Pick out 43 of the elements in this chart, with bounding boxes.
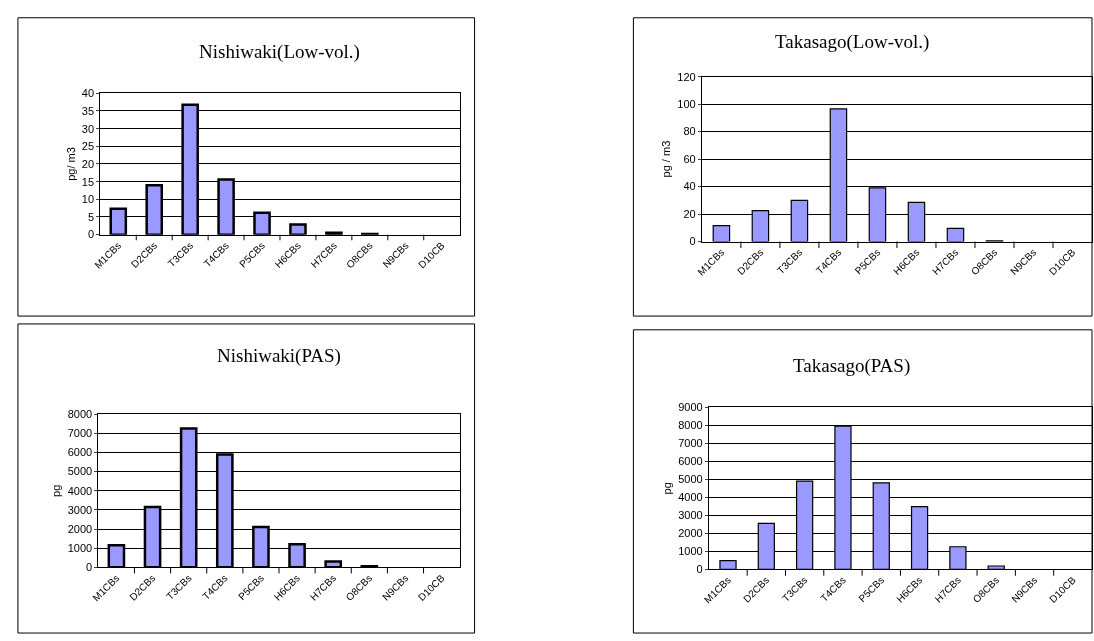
y-tick-label: 7000 bbox=[67, 427, 93, 440]
y-tick-label: 20 bbox=[81, 157, 95, 170]
y-tick-label: 6000 bbox=[678, 455, 703, 468]
y-tick-label: 0 bbox=[689, 235, 696, 248]
y-axis-title: pg bbox=[50, 484, 63, 497]
y-tick-label: 0 bbox=[87, 228, 95, 241]
y-tick-label: 80 bbox=[683, 125, 696, 138]
y-tick-label: 4000 bbox=[678, 491, 703, 504]
y-tick-label: 25 bbox=[81, 140, 95, 153]
y-tick-label: 8000 bbox=[67, 408, 93, 421]
y-tick-label: 35 bbox=[81, 104, 95, 117]
y-tick-label: 120 bbox=[677, 70, 696, 83]
y-tick-label: 40 bbox=[81, 87, 95, 100]
y-tick-label: 8000 bbox=[678, 419, 703, 432]
y-tick-label: 15 bbox=[81, 175, 95, 188]
chart-title: Takasago(PAS) bbox=[793, 355, 911, 377]
y-tick-label: 1000 bbox=[67, 542, 93, 554]
y-tick-label: 9000 bbox=[678, 401, 703, 414]
y-tick-label: 0 bbox=[696, 563, 703, 576]
y-tick-label: 7000 bbox=[678, 437, 703, 450]
chart-title: Takasago(Low-vol.) bbox=[775, 31, 930, 53]
y-tick-label: 5 bbox=[87, 210, 95, 223]
y-tick-label: 5000 bbox=[678, 473, 703, 486]
y-axis-title: pg/ m3 bbox=[64, 147, 77, 181]
y-tick-label: 100 bbox=[677, 97, 696, 110]
y-tick-label: 6000 bbox=[67, 446, 93, 459]
chart-title: Nishiwaki(PAS) bbox=[217, 345, 341, 367]
y-axis-title: pg / m3 bbox=[659, 140, 672, 178]
y-tick-label: 60 bbox=[683, 152, 696, 165]
y-tick-label: 3000 bbox=[67, 503, 93, 516]
y-tick-label: 2000 bbox=[67, 522, 93, 535]
y-tick-label: 3000 bbox=[678, 509, 703, 522]
y-tick-label: 4000 bbox=[67, 484, 93, 497]
y-tick-label: 5000 bbox=[67, 465, 93, 478]
y-tick-label: 1000 bbox=[678, 545, 703, 558]
y-axis-title: pg bbox=[660, 482, 673, 495]
y-tick-label: 2000 bbox=[678, 527, 703, 540]
y-tick-label: 10 bbox=[81, 193, 95, 206]
y-tick-label: 30 bbox=[81, 122, 95, 135]
y-tick-label: 40 bbox=[683, 180, 696, 193]
y-tick-label: 20 bbox=[683, 207, 696, 220]
y-tick-label: 0 bbox=[86, 561, 93, 574]
chart-title: Nishiwaki(Low-vol.) bbox=[199, 41, 360, 63]
